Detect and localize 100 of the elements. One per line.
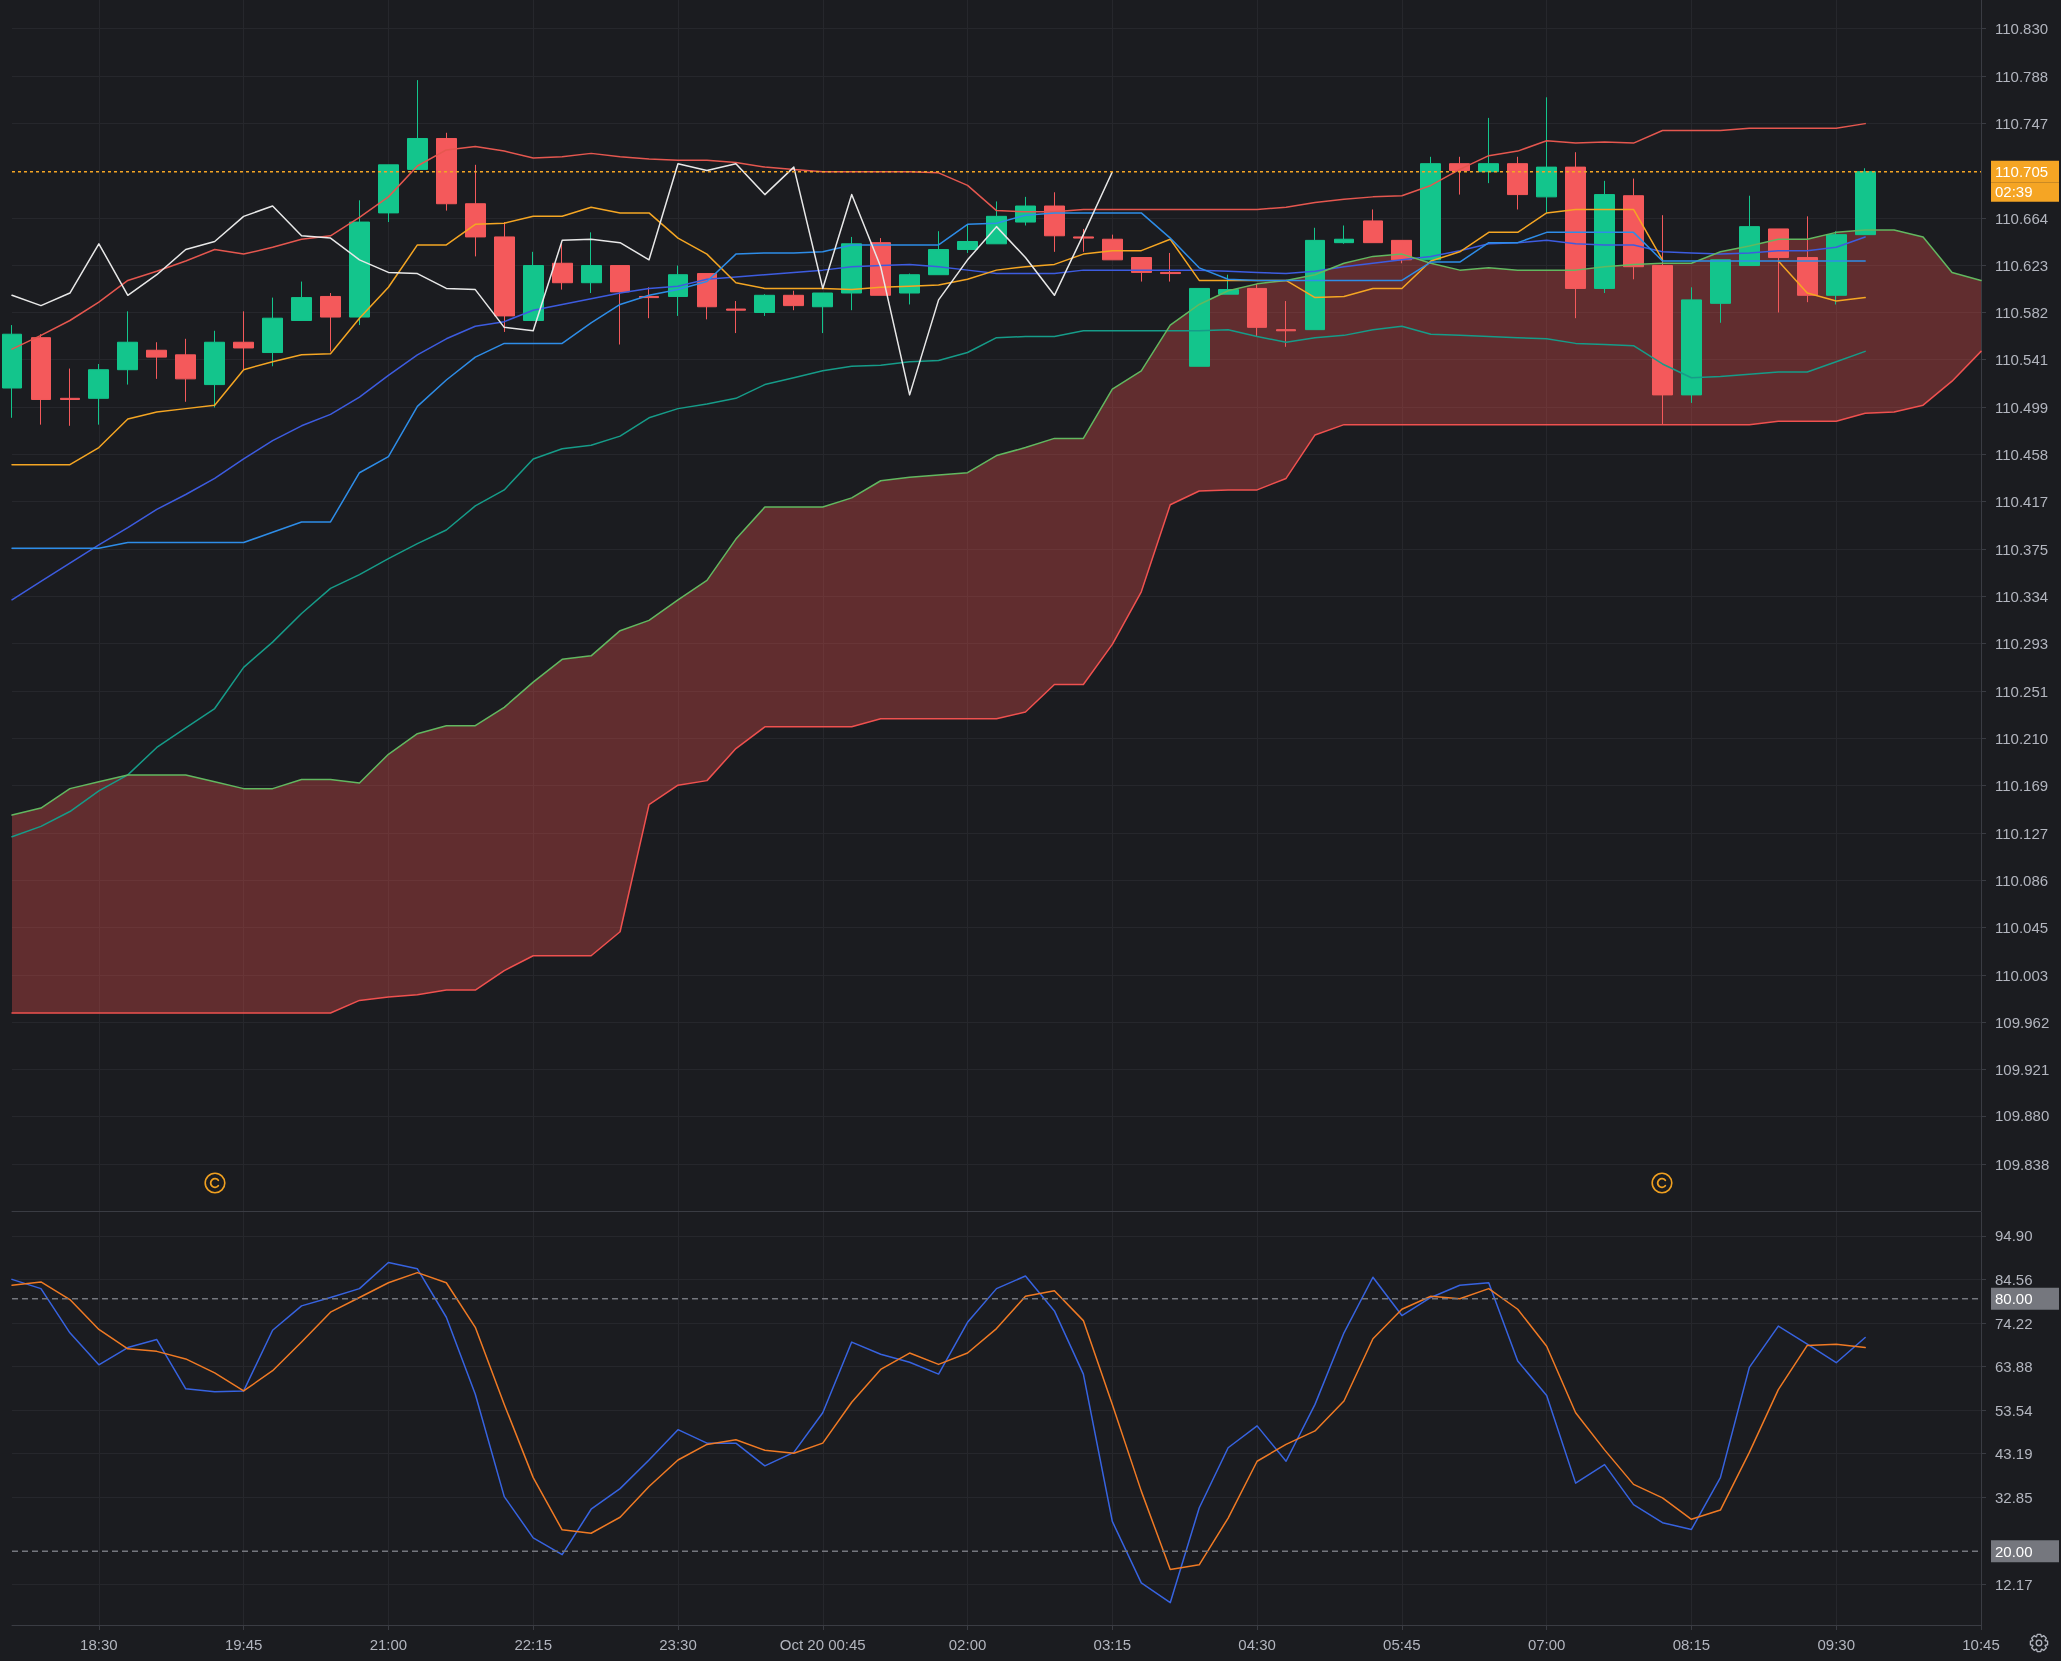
y-tick-label: 110.747 bbox=[1995, 115, 2049, 133]
candlestick bbox=[1420, 156, 1441, 261]
x-tick-label: 08:15 bbox=[1672, 1636, 1711, 1653]
x-tick-label: 09:30 bbox=[1817, 1636, 1855, 1653]
x-tick-label: 10:45 bbox=[1962, 1636, 2000, 1653]
x-tick-label: 03:15 bbox=[1093, 1636, 1132, 1653]
candlestick bbox=[1710, 259, 1731, 324]
candlestick bbox=[320, 292, 341, 352]
candlestick bbox=[349, 199, 370, 326]
candlestick bbox=[957, 223, 978, 254]
candlestick bbox=[754, 293, 775, 317]
y-tick-label: 110.664 bbox=[1995, 210, 2049, 228]
y-tick-label: 110.293 bbox=[1995, 634, 2049, 652]
x-tick-label: 19:45 bbox=[224, 1636, 263, 1653]
candlestick bbox=[1536, 96, 1557, 214]
candlestick bbox=[1478, 117, 1499, 184]
line-series bbox=[11, 212, 1866, 550]
candlestick bbox=[1160, 252, 1181, 283]
candlestick bbox=[31, 333, 51, 426]
candlestick bbox=[1681, 286, 1702, 404]
candlestick bbox=[1507, 156, 1528, 210]
y-tick-label: 110.788 bbox=[1995, 68, 2049, 86]
x-tick-label: 22:15 bbox=[514, 1636, 552, 1653]
y-tick-label: 110.582 bbox=[1995, 303, 2049, 321]
line-series bbox=[11, 229, 1982, 816]
y-tick-label: 53.54 bbox=[1995, 1401, 2033, 1419]
candlestick bbox=[1768, 228, 1789, 313]
x-tick-label: 21:00 bbox=[369, 1636, 408, 1653]
candlestick bbox=[697, 273, 717, 320]
candlestick bbox=[1102, 234, 1123, 261]
y-tick-label: 110.499 bbox=[1995, 398, 2049, 416]
y-tick-label: 110.210 bbox=[1995, 729, 2049, 747]
candlestick bbox=[726, 300, 746, 334]
line-series bbox=[11, 162, 1114, 396]
x-tick-label: 07:00 bbox=[1527, 1636, 1566, 1653]
candlestick bbox=[1855, 167, 1876, 236]
y-tick-label: 110.375 bbox=[1995, 540, 2049, 558]
x-tick-label: Oct 20 00:45 bbox=[779, 1636, 866, 1653]
y-tick-label: 110.830 bbox=[1995, 20, 2049, 38]
candlestick bbox=[783, 290, 804, 311]
candlestick bbox=[899, 273, 920, 305]
candlestick bbox=[146, 341, 167, 380]
y-tick-label: 109.921 bbox=[1995, 1060, 2050, 1078]
x-tick-label: 04:30 bbox=[1238, 1636, 1276, 1653]
candlestick bbox=[581, 231, 602, 294]
candlestick bbox=[812, 292, 833, 334]
x-tick-label: 05:45 bbox=[1383, 1636, 1421, 1653]
ref-line-label: 80.00 bbox=[1995, 1290, 2033, 1308]
text: 02:39 bbox=[1995, 182, 2033, 200]
candlestick bbox=[1189, 287, 1210, 367]
y-tick-label: 84.56 bbox=[1995, 1271, 2033, 1289]
y-tick-label: 94.90 bbox=[1995, 1227, 2033, 1245]
candlestick bbox=[233, 310, 254, 371]
y-tick-label: 32.85 bbox=[1995, 1488, 2033, 1506]
candlestick bbox=[175, 338, 196, 403]
x-tick-label: 23:30 bbox=[659, 1636, 697, 1653]
candlestick bbox=[117, 310, 138, 386]
y-tick-label: 63.88 bbox=[1995, 1358, 2033, 1376]
candlestick bbox=[262, 297, 283, 367]
candlestick bbox=[494, 221, 515, 333]
candlestick bbox=[436, 132, 457, 212]
candlestick bbox=[2, 324, 22, 419]
candlestick bbox=[928, 230, 949, 276]
candlestick bbox=[204, 330, 225, 408]
line-series bbox=[11, 236, 1866, 601]
candlestick bbox=[1594, 180, 1615, 294]
y-tick-label: 12.17 bbox=[1995, 1575, 2033, 1593]
y-tick-label: 110.334 bbox=[1995, 587, 2049, 605]
candlestick bbox=[1247, 283, 1267, 338]
y-tick-label: 74.22 bbox=[1995, 1314, 2033, 1332]
candlestick bbox=[60, 368, 80, 427]
y-tick-label: 43.19 bbox=[1995, 1445, 2033, 1463]
candlestick bbox=[1305, 227, 1325, 331]
candlestick bbox=[378, 164, 399, 223]
candlestick bbox=[465, 164, 486, 257]
y-tick-label: 109.880 bbox=[1995, 1107, 2050, 1125]
ref-line-label: 110.705 bbox=[1995, 163, 2049, 181]
candlestick bbox=[1797, 215, 1818, 303]
y-tick-label: 110.541 bbox=[1995, 350, 2049, 368]
candlestick bbox=[291, 281, 312, 321]
y-tick-label: 110.169 bbox=[1995, 776, 2049, 794]
candlestick bbox=[523, 251, 544, 321]
y-tick-label: 109.962 bbox=[1995, 1013, 2050, 1031]
y-tick-label: 110.003 bbox=[1995, 966, 2049, 984]
candlestick bbox=[88, 363, 109, 426]
ref-line-label: 20.00 bbox=[1995, 1542, 2033, 1560]
candlestick bbox=[610, 265, 630, 346]
candlestick bbox=[1073, 228, 1094, 253]
y-tick-label: 110.086 bbox=[1995, 871, 2049, 889]
candlestick bbox=[552, 242, 573, 291]
candlestick bbox=[1363, 208, 1383, 244]
x-tick-label: 02:00 bbox=[948, 1636, 987, 1653]
y-tick-label: 109.838 bbox=[1995, 1155, 2050, 1173]
y-tick-label: 110.623 bbox=[1995, 257, 2049, 275]
candlestick bbox=[1826, 230, 1847, 305]
y-tick-label: 110.251 bbox=[1995, 682, 2049, 700]
candlestick bbox=[1334, 224, 1354, 245]
y-tick-label: 110.045 bbox=[1995, 918, 2049, 936]
line-series bbox=[11, 325, 1866, 838]
line-series bbox=[11, 122, 1866, 350]
